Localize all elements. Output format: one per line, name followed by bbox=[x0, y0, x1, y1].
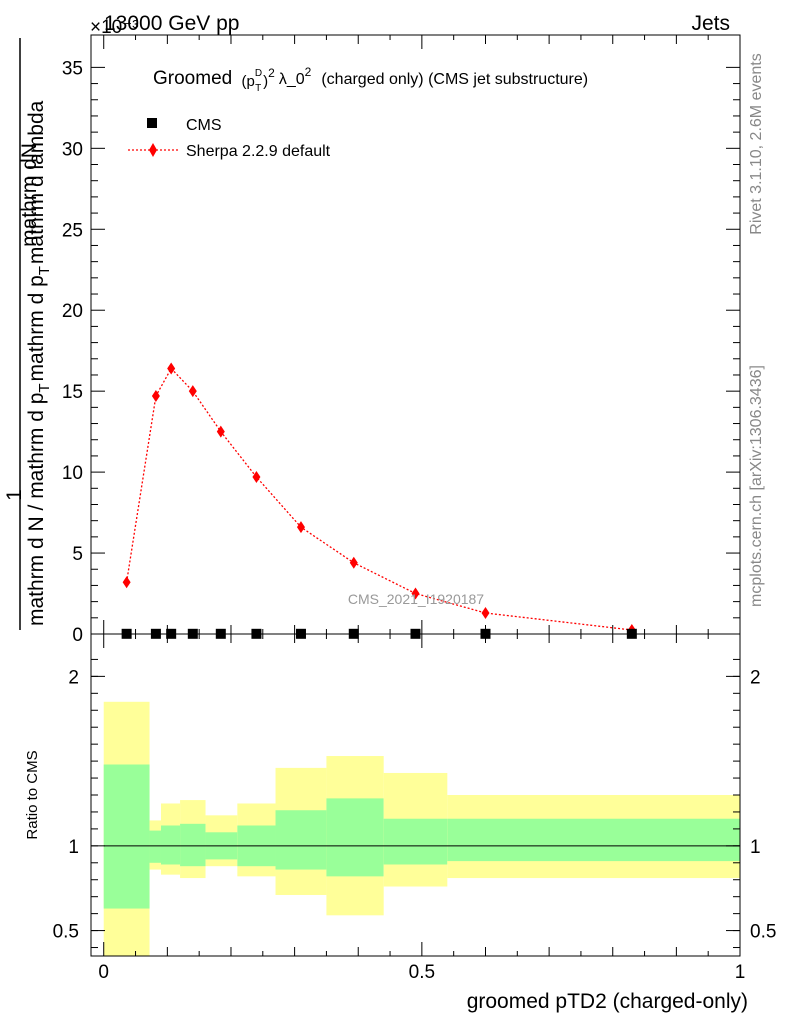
ratio-ytick-label: 2 bbox=[68, 667, 79, 688]
sherpa-point bbox=[122, 576, 131, 589]
main-yticks: 0 5 10 15 20 25 30 35 bbox=[62, 58, 740, 646]
legend-cms-marker bbox=[147, 118, 157, 128]
main-ytick-label: 35 bbox=[62, 58, 83, 79]
ratio-band-inner bbox=[447, 818, 740, 862]
legend-sherpa-label: Sherpa 2.2.9 default bbox=[186, 143, 331, 160]
x-axis-label: groomed pTD2 (charged-only) bbox=[467, 990, 748, 1013]
main-ytick-label: 30 bbox=[62, 139, 83, 160]
analysis-watermark: CMS_2021_I1920187 bbox=[348, 591, 484, 607]
sherpa-point bbox=[296, 521, 305, 534]
header-energy: 13000 GeV pp bbox=[104, 12, 239, 35]
ylabel-numerator: mathrm dN bbox=[18, 143, 41, 247]
sherpa-point bbox=[151, 390, 160, 403]
legend: CMS Sherpa 2.2.9 default bbox=[128, 117, 331, 160]
ratio-plot: 0.5 0.51 12 2 0 0.5 1 Ratio to CMS groomed pT… bbox=[24, 633, 776, 1013]
ratio-band-inner bbox=[149, 830, 161, 863]
mcplots-label: mcplots.cern.ch [arXiv:1306.3436] bbox=[748, 365, 765, 607]
main-title: Groomed (pD T)2 λ_02 (charged only) (CMS je… bbox=[153, 65, 588, 94]
ratio-band-inner bbox=[383, 818, 448, 865]
ratio-band-inner bbox=[160, 825, 181, 865]
ratio-ytick-label-right: 1 bbox=[750, 837, 761, 858]
ratio-xtick-label: 0.5 bbox=[409, 962, 435, 983]
ratio-ytick-label-right: 2 bbox=[750, 667, 761, 688]
main-ytick-label: 10 bbox=[62, 463, 83, 484]
ratio-yticks: 0.5 0.5 1 1 2 2 bbox=[53, 658, 776, 949]
main-ylabel: 1 mathrm dN mathrm d N / mathrm d pTmath… bbox=[3, 38, 53, 630]
ratio-ytick-label: 1 bbox=[68, 837, 79, 858]
main-ytick-label: 0 bbox=[72, 625, 83, 646]
sherpa-point bbox=[411, 587, 420, 600]
ratio-ylabel: Ratio to CMS bbox=[24, 750, 41, 839]
main-plot: 0 5 10 15 20 25 30 35 Groomed (pD T)2 λ_02 (charge… bbox=[62, 34, 741, 646]
ylabel-denominator: mathrm d N / mathrm d pTmathrm d pTmathr… bbox=[25, 100, 53, 626]
header-process: Jets bbox=[691, 12, 730, 35]
main-ytick-label: 20 bbox=[62, 301, 83, 322]
ratio-ytick-label-right: 0.5 bbox=[750, 922, 776, 943]
main-ytick-label: 5 bbox=[72, 544, 83, 565]
ratio-xtick-label: 0 bbox=[98, 962, 109, 983]
ratio-ytick-label: 0.5 bbox=[53, 922, 79, 943]
sherpa-point bbox=[252, 470, 261, 483]
sherpa-line bbox=[125, 367, 632, 631]
legend-cms-label: CMS bbox=[186, 117, 222, 134]
main-ytick-label: 15 bbox=[62, 382, 83, 403]
ratio-bands bbox=[103, 701, 740, 956]
exponent-label: ×10⁻³ bbox=[90, 17, 139, 38]
sherpa-point bbox=[167, 362, 176, 375]
main-ytick-label: 25 bbox=[62, 220, 83, 241]
ratio-band-inner bbox=[275, 810, 327, 870]
sherpa-point bbox=[349, 556, 358, 569]
rivet-label: Rivet 3.1.10, 2.6M events bbox=[748, 53, 765, 234]
ratio-band-inner bbox=[326, 798, 384, 877]
legend-sherpa-marker bbox=[149, 143, 157, 157]
sherpa-point bbox=[188, 385, 197, 398]
ratio-xtick-label: 1 bbox=[735, 962, 746, 983]
sherpa-point bbox=[481, 606, 490, 619]
ratio-band-inner bbox=[180, 823, 206, 867]
ratio-xticks: 0 0.5 1 bbox=[98, 634, 745, 983]
ylabel-one: 1 bbox=[3, 489, 26, 501]
ratio-band-inner bbox=[103, 764, 150, 909]
sherpa-point bbox=[216, 425, 225, 438]
main-xticks bbox=[103, 35, 741, 634]
